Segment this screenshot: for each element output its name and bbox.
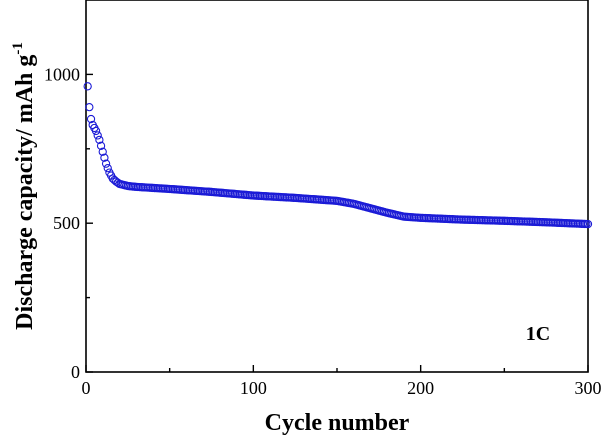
data-point — [85, 102, 94, 112]
y-tick-label: 1000 — [44, 64, 80, 84]
y-tick-label: 500 — [53, 213, 80, 233]
y-tick-label: 0 — [71, 362, 80, 382]
axis-ticks — [85, 73, 589, 373]
data-point — [98, 147, 107, 156]
x-tick-label: 300 — [575, 378, 602, 398]
data-point — [86, 114, 96, 124]
x-tick-label: 100 — [240, 378, 267, 398]
x-tick-label: 0 — [82, 378, 91, 398]
data-point — [103, 163, 112, 173]
data-point — [96, 141, 106, 150]
tick-labels: 0 100 200 300 0 500 1000 — [44, 64, 602, 398]
data-point — [95, 135, 104, 145]
data-point — [101, 159, 111, 168]
data-point — [91, 126, 101, 136]
data-point — [93, 131, 102, 140]
y-axis-title: Discharge capacity/ mAh g-1 — [10, 42, 38, 330]
data-points — [83, 82, 593, 229]
data-point — [583, 219, 593, 229]
x-tick-label: 200 — [407, 378, 434, 398]
x-axis-title: Cycle number — [265, 410, 410, 436]
y-axis-title-sup: -1 — [10, 42, 26, 55]
data-point — [83, 82, 92, 91]
data-point — [100, 153, 109, 162]
y-axis-title-main: Discharge capacity/ mAh g — [12, 55, 38, 330]
annotation-rate: 1C — [526, 323, 550, 345]
